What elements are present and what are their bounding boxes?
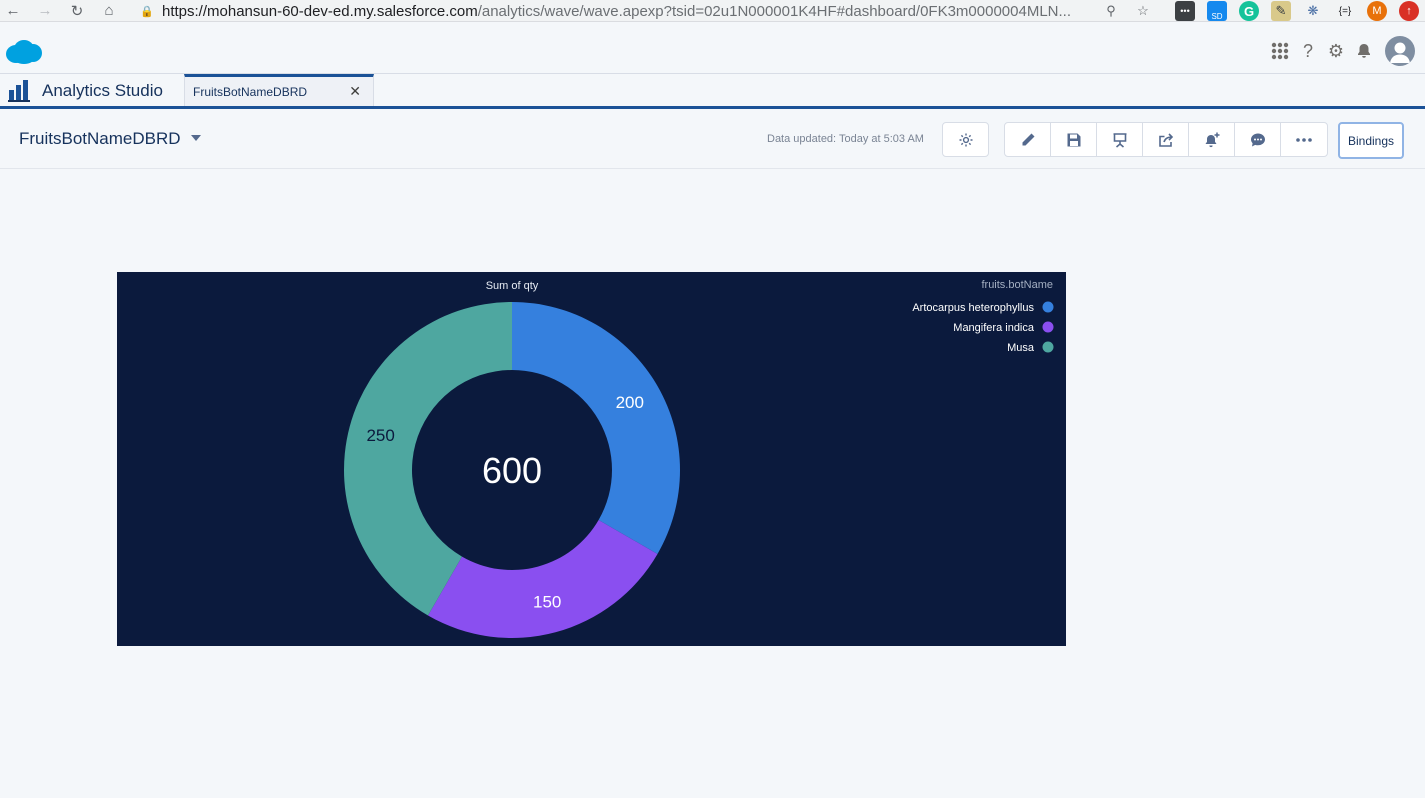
donut-slice[interactable] [428, 520, 658, 638]
help-icon[interactable]: ? [1302, 40, 1313, 61]
legend-title: fruits.botName [981, 279, 1053, 291]
slice-value-label: 250 [366, 426, 394, 445]
slice-value-label: 200 [616, 393, 644, 412]
app-navigation-bar: Analytics Studio FruitsBotNameDBRD ✕ [0, 74, 1425, 109]
json-ext-label: {=} [1338, 5, 1352, 17]
user-avatar[interactable] [1385, 36, 1415, 66]
donut-chart: Sum of qty fruits.botName 200 150 250 Arto… [344, 279, 1054, 638]
extension-pen-icon[interactable]: ✎ [1271, 1, 1291, 21]
donut-chart-widget[interactable]: Sum of qty fruits.botName 200 150 250 Arto… [117, 272, 1066, 646]
address-bar[interactable]: 🔒 https://mohansun-60-dev-ed.my.salesfor… [140, 0, 1071, 22]
night-mode-button[interactable] [942, 122, 989, 157]
share-icon [1158, 132, 1173, 147]
legend-label[interactable]: Musa [1007, 342, 1035, 354]
chart-slices: 200 150 250 [344, 302, 680, 638]
url-path: /analytics/wave/wave.apexp?tsid=02u1N000… [477, 2, 1071, 20]
app-name: Analytics Studio [42, 81, 163, 100]
url-host: https://mohansun-60-dev-ed.my.salesforce… [162, 2, 478, 20]
share-button[interactable] [1143, 123, 1189, 156]
notify-button[interactable] [1189, 123, 1235, 156]
donut-slice[interactable] [344, 302, 512, 616]
comment-button[interactable] [1235, 123, 1281, 156]
comment-icon [1250, 133, 1265, 146]
present-button[interactable] [1097, 123, 1143, 156]
slice-value-label: 150 [533, 592, 561, 611]
dashboard-title: FruitsBotNameDBRD [19, 129, 181, 148]
json-ext-icon[interactable]: {=} [1335, 1, 1355, 21]
browser-toolbar: ← → ↻ ⌂ 🔒 https://mohansun-60-dev-ed.my.… [0, 0, 1425, 22]
extension-gear-icon[interactable]: ❋ [1307, 3, 1319, 18]
legend-swatch[interactable] [1042, 321, 1054, 333]
save-button[interactable] [1051, 123, 1097, 156]
chevron-down-icon[interactable] [191, 135, 201, 141]
legend-label[interactable]: Mangifera indica [953, 322, 1035, 334]
edit-button[interactable] [1005, 123, 1051, 156]
legend-label[interactable]: Artocarpus heterophyllus [912, 302, 1034, 314]
more-actions-button[interactable] [1281, 123, 1327, 156]
zoom-icon[interactable]: ⚲ [1106, 3, 1116, 18]
bindings-button[interactable]: Bindings [1338, 122, 1404, 159]
home-icon[interactable]: ⌂ [104, 2, 114, 19]
pencil-icon [1022, 133, 1034, 145]
dashboard-toolbar: FruitsBotNameDBRD Data updated: Today at… [0, 112, 1425, 169]
notifications-bell-icon[interactable] [1353, 40, 1375, 62]
analytics-studio-icon [8, 78, 30, 107]
legend-swatch[interactable] [1042, 341, 1054, 353]
profile-initial: M [1372, 5, 1382, 17]
presentation-icon [1113, 132, 1126, 148]
legend-swatch[interactable] [1042, 301, 1054, 313]
chart-title: Sum of qty [486, 280, 539, 292]
donut-slice[interactable] [512, 302, 680, 554]
grammarly-icon[interactable]: G [1239, 1, 1259, 21]
dashboard-actions-group [1004, 122, 1328, 157]
close-icon[interactable]: ✕ [349, 83, 361, 99]
save-icon [1067, 133, 1080, 146]
sun-icon [959, 133, 972, 146]
app-launcher-icon[interactable] [1269, 40, 1291, 62]
setup-gear-icon[interactable]: ⚙ [1327, 40, 1345, 61]
salesforce-logo[interactable] [5, 39, 43, 70]
bell-plus-icon [1205, 132, 1219, 147]
update-icon[interactable]: ↑ [1399, 1, 1419, 21]
chart-legend: Artocarpus heterophyllus Mangifera indica… [912, 301, 1054, 354]
bindings-label: Bindings [1347, 133, 1395, 148]
profile-avatar[interactable]: M [1367, 1, 1387, 21]
ext-badge: SD [1211, 12, 1223, 21]
more-icon [1296, 137, 1312, 142]
back-icon[interactable]: ← [5, 2, 21, 19]
salesforce-ext-icon[interactable]: SD [1207, 1, 1227, 21]
lock-icon: 🔒 [140, 5, 154, 18]
tab-dashboard[interactable]: FruitsBotNameDBRD ✕ [184, 74, 374, 106]
global-header: ? ⚙ [0, 29, 1425, 74]
data-updated-text: Data updated: Today at 5:03 AM [767, 133, 924, 145]
donut-total: 600 [482, 450, 542, 491]
extension-dots-icon[interactable]: ••• [1175, 1, 1195, 21]
bookmark-star-icon[interactable]: ☆ [1137, 3, 1149, 18]
tab-label: FruitsBotNameDBRD [193, 85, 308, 99]
reload-icon[interactable]: ↻ [70, 2, 84, 20]
forward-icon[interactable]: → [37, 2, 53, 19]
